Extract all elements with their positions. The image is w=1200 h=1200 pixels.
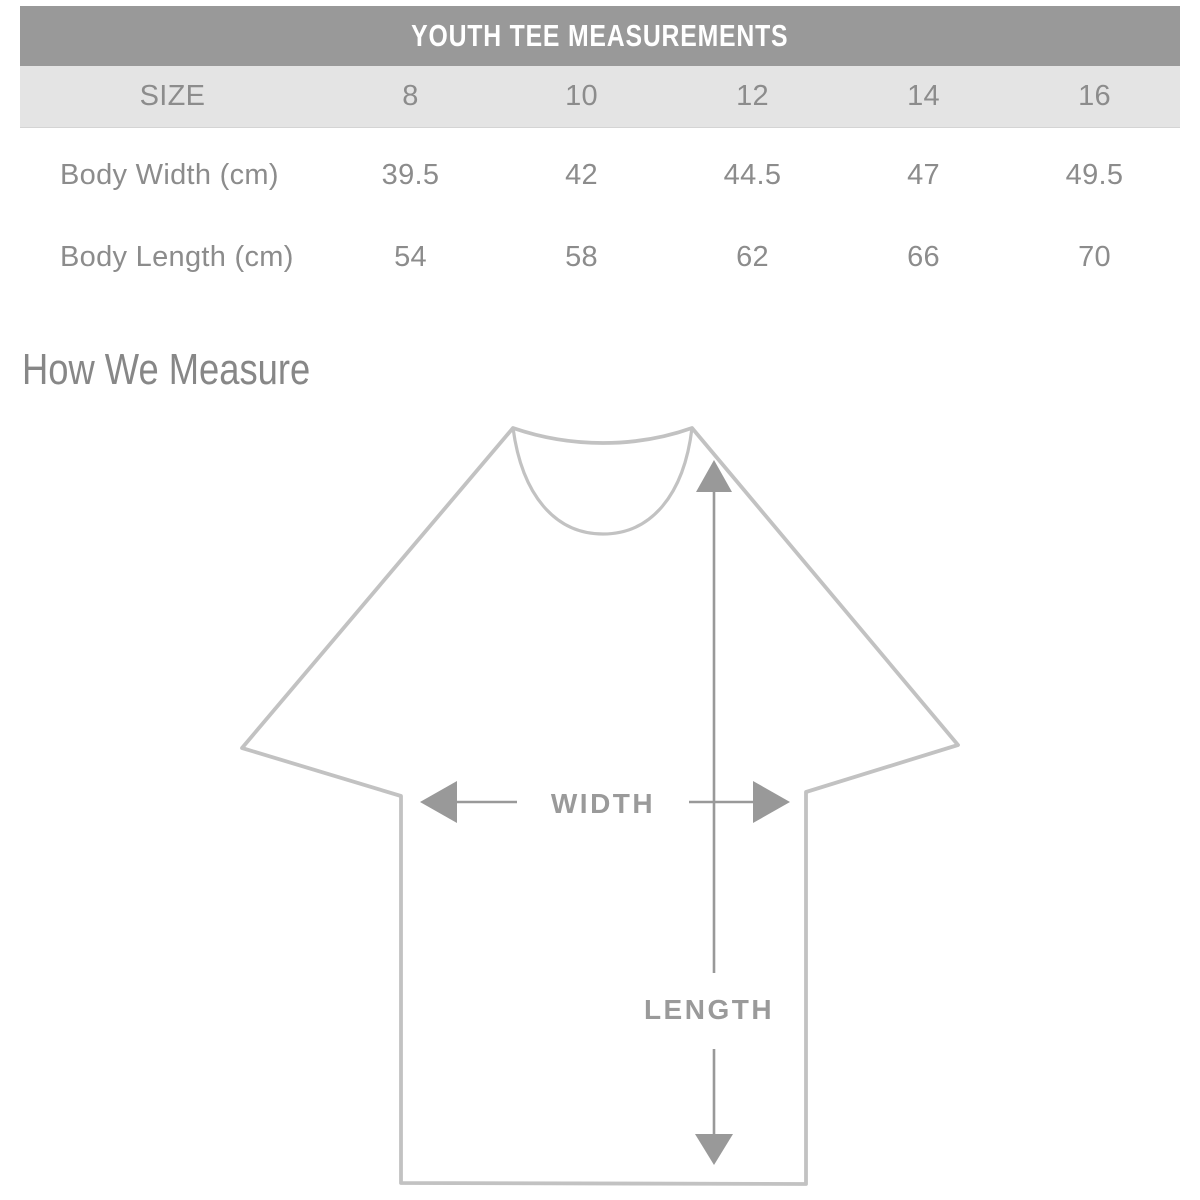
svg-text:WIDTH: WIDTH (551, 788, 655, 819)
svg-text:LENGTH: LENGTH (644, 994, 774, 1025)
